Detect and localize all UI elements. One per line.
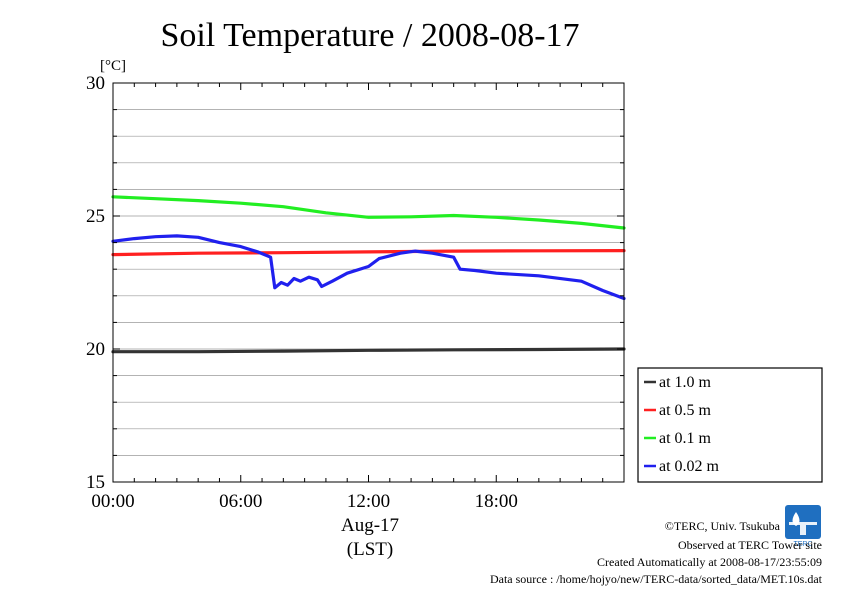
chart-title: Soil Temperature / 2008-08-17 xyxy=(160,17,579,54)
legend-label: at 0.5 m xyxy=(659,402,712,419)
y-tick-labels: 15 20 25 30 xyxy=(86,73,105,493)
logo-text: TERC xyxy=(793,541,812,548)
y-axis-unit: [°C] xyxy=(100,58,126,74)
created-text: Created Automatically at 2008-08-17/23:5… xyxy=(597,555,822,569)
x-tick-labels: 00:00 06:00 12:00 18:00 xyxy=(91,491,518,512)
axis-ticks xyxy=(112,82,625,483)
copyright-text: ©TERC, Univ. Tsukuba xyxy=(665,519,781,533)
x-tick-label: 00:00 xyxy=(91,491,134,512)
y-tick-label: 15 xyxy=(86,472,105,493)
y-tick-label: 30 xyxy=(86,73,105,94)
terc-logo: TERC xyxy=(785,505,821,548)
x-tick-label: 18:00 xyxy=(475,491,518,512)
series-line-1 xyxy=(111,249,626,257)
plot-area xyxy=(113,83,624,482)
observed-text: Observed at TERC Tower site xyxy=(678,538,822,552)
logo-t-icon xyxy=(789,522,817,535)
series-line-3 xyxy=(111,234,626,301)
series-line-2 xyxy=(111,195,626,230)
x-axis-date: Aug-17 xyxy=(341,515,399,536)
source-text: Data source : /home/hojyo/new/TERC-data/… xyxy=(490,572,823,586)
x-axis-timezone: (LST) xyxy=(347,539,393,560)
y-tick-label: 20 xyxy=(86,339,105,360)
legend-label: at 0.1 m xyxy=(659,430,712,447)
x-tick-label: 12:00 xyxy=(347,491,390,512)
x-tick-label: 06:00 xyxy=(219,491,262,512)
legend-label: at 0.02 m xyxy=(659,458,720,475)
series-lines xyxy=(111,195,626,354)
legend: at 1.0 m at 0.5 m at 0.1 m at 0.02 m xyxy=(637,367,823,483)
legend-box xyxy=(637,367,823,483)
y-tick-label: 25 xyxy=(86,206,105,227)
series-line-0 xyxy=(111,347,626,354)
legend-label: at 1.0 m xyxy=(659,374,712,391)
